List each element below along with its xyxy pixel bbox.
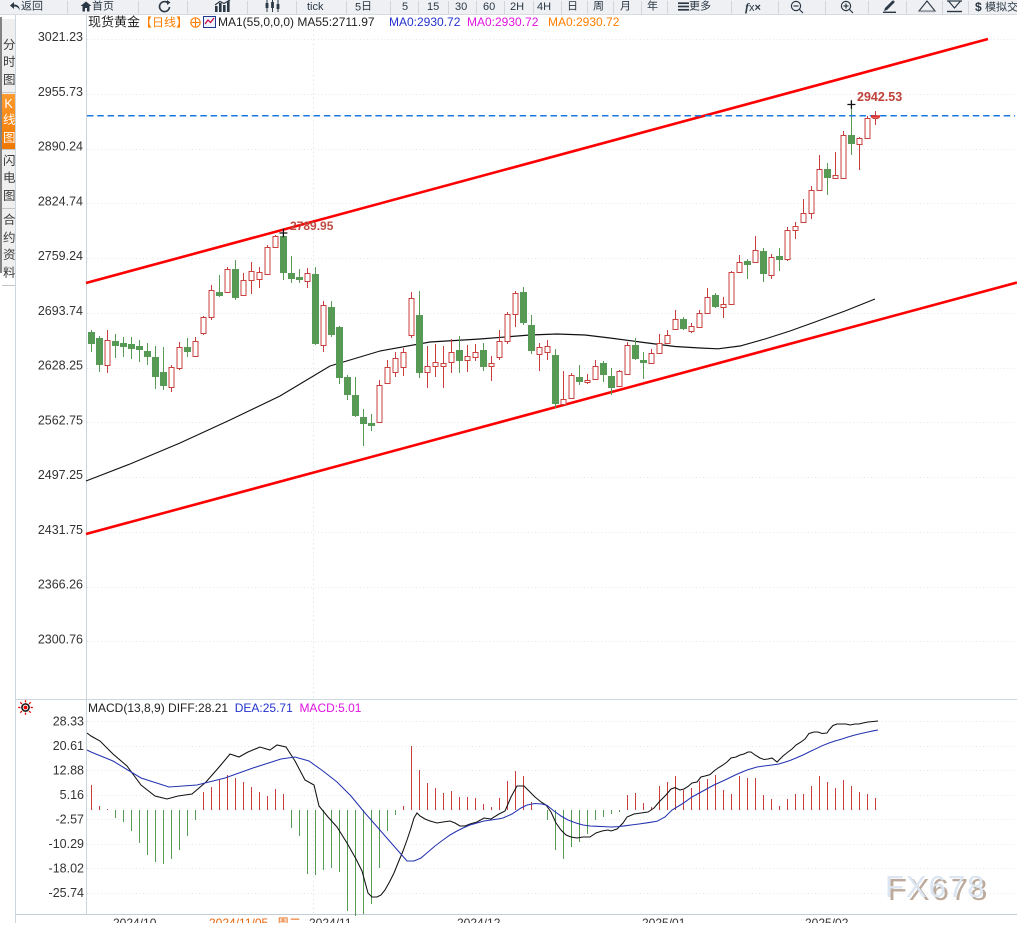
svg-text:2824.74: 2824.74 [38, 194, 83, 208]
svg-text:FX678: FX678 [885, 869, 986, 904]
svg-text:2025/01: 2025/01 [642, 916, 686, 923]
svg-text:28.33: 28.33 [53, 714, 84, 728]
svg-text:2497.25: 2497.25 [38, 468, 83, 482]
svg-text:-18.02: -18.02 [49, 861, 84, 875]
svg-text:12.88: 12.88 [53, 763, 84, 777]
svg-text:-2.57: -2.57 [56, 812, 85, 826]
svg-text:2942.53: 2942.53 [857, 90, 902, 104]
svg-text:2789.95: 2789.95 [290, 219, 334, 233]
svg-text:-10.29: -10.29 [49, 837, 84, 851]
svg-text:-25.74: -25.74 [49, 886, 84, 900]
svg-text:2562.75: 2562.75 [38, 413, 83, 427]
svg-text:FX678: FX678 [888, 872, 989, 907]
svg-text:2955.73: 2955.73 [38, 85, 83, 99]
svg-text:2759.24: 2759.24 [38, 249, 83, 263]
svg-text:2024/11: 2024/11 [309, 916, 352, 923]
svg-text:2024/11/05: 2024/11/05 [209, 916, 268, 923]
svg-text:2366.26: 2366.26 [38, 578, 83, 592]
svg-text:2024/12: 2024/12 [457, 916, 501, 923]
svg-text:2431.75: 2431.75 [38, 523, 83, 537]
svg-text:2024/10: 2024/10 [113, 916, 157, 923]
svg-text:2300.76: 2300.76 [38, 632, 83, 646]
svg-text:3021.23: 3021.23 [38, 30, 83, 44]
svg-text:20.61: 20.61 [53, 739, 84, 753]
svg-text:5.16: 5.16 [60, 788, 84, 802]
svg-text:2890.24: 2890.24 [38, 140, 83, 154]
svg-text:2025/02: 2025/02 [805, 916, 849, 923]
svg-text:2628.25: 2628.25 [38, 359, 83, 373]
svg-text:2693.74: 2693.74 [38, 304, 83, 318]
